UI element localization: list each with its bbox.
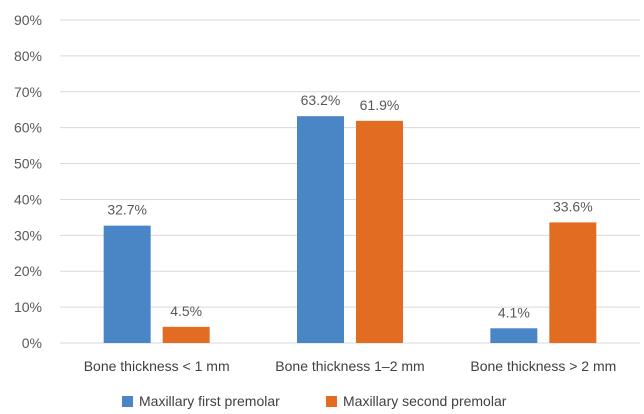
bar	[103, 225, 151, 343]
legend-swatch	[122, 396, 133, 407]
y-tick-label: 30%	[14, 227, 42, 243]
legend-label: Maxillary second premolar	[343, 393, 507, 409]
bars	[103, 116, 597, 343]
bar	[297, 116, 344, 343]
data-label: 32.7%	[107, 202, 147, 218]
bar	[549, 222, 597, 343]
category-label: Bone thickness > 2 mm	[470, 358, 616, 374]
data-label: 63.2%	[301, 92, 341, 108]
y-tick-label: 40%	[14, 191, 42, 207]
y-tick-label: 20%	[14, 263, 42, 279]
y-tick-label: 60%	[14, 120, 42, 136]
data-labels: 32.7% 4.5% 63.2% 61.9% 4.1% 33.6%	[107, 92, 592, 320]
bar	[356, 120, 403, 343]
y-tick-label: 80%	[14, 48, 42, 64]
category-label: Bone thickness < 1 mm	[84, 358, 230, 374]
data-label: 4.5%	[170, 303, 202, 319]
data-label: 33.6%	[553, 198, 593, 214]
gridlines	[60, 19, 640, 344]
y-tick-label: 90%	[14, 12, 42, 28]
y-axis-ticks: 0% 10% 20% 30% 40% 50% 60% 70% 80% 90%	[14, 12, 42, 351]
y-tick-label: 0%	[22, 335, 42, 351]
data-label: 4.1%	[498, 304, 530, 320]
category-label: Bone thickness 1–2 mm	[275, 358, 424, 374]
legend-swatch	[326, 396, 337, 407]
y-tick-label: 10%	[14, 299, 42, 315]
x-axis-categories: Bone thickness < 1 mm Bone thickness 1–2 …	[84, 358, 617, 374]
data-label: 61.9%	[360, 97, 400, 113]
y-tick-label: 50%	[14, 156, 42, 172]
legend: Maxillary first premolar Maxillary second…	[122, 393, 507, 409]
bar	[162, 326, 210, 343]
bar	[490, 328, 538, 343]
legend-label: Maxillary first premolar	[139, 393, 280, 409]
y-tick-label: 70%	[14, 84, 42, 100]
